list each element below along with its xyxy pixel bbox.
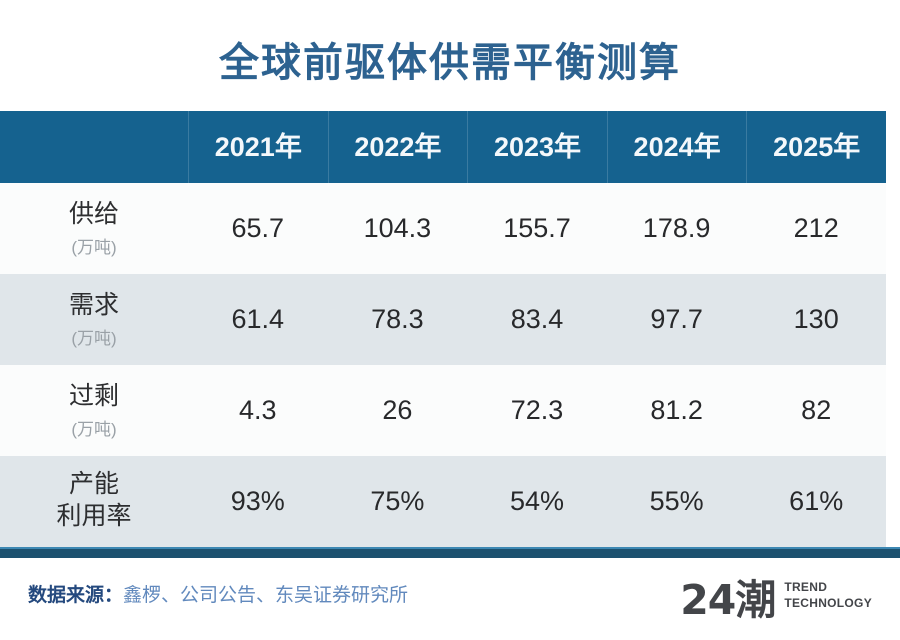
cell-supply-2021: 65.7: [231, 213, 285, 243]
cell-supply-2022: 104.3: [363, 213, 432, 243]
table-row-demand: 需求 (万吨) 61.4 78.3 83.4 97.7 130: [0, 274, 886, 365]
cell-demand-2024: 97.7: [650, 304, 703, 334]
cell-utilization-2024: 55%: [649, 486, 704, 516]
cell-utilization-2025: 61%: [789, 486, 844, 516]
row-label-text: 需求: [68, 291, 119, 320]
row-label-text-line2: 利用率: [56, 501, 132, 530]
cell-supply-2025: 212: [793, 213, 839, 243]
cell-surplus-2025: 82: [801, 395, 832, 425]
row-unit-text: (万吨): [71, 419, 117, 439]
table-row-supply: 供给 (万吨) 65.7 104.3 155.7 178.9 212: [0, 183, 886, 274]
logo-subtitle: TREND TECHNOLOGY: [784, 580, 872, 611]
row-label-text: 产能: [68, 470, 119, 499]
table-row-utilization: 产能 利用率 93% 75% 54% 55% 61%: [0, 456, 886, 547]
cell-utilization-2021: 93%: [230, 486, 285, 516]
cell-surplus-2023: 72.3: [510, 395, 564, 425]
brand-logo: 24潮 TREND TECHNOLOGY: [680, 566, 872, 626]
row-label-surplus: 过剩 (万吨): [0, 381, 188, 439]
row-label-utilization: 产能 利用率: [0, 469, 188, 534]
bottom-accent-bar: [0, 547, 900, 558]
cell-surplus-2021: 4.3: [239, 395, 277, 425]
header-year-2024: 2024年: [606, 111, 747, 183]
data-source-label: 数据来源：: [28, 585, 124, 606]
row-label-supply: 供给 (万吨): [0, 199, 188, 257]
cell-supply-2024: 178.9: [642, 213, 711, 243]
row-label-text: 供给: [68, 200, 119, 229]
cell-supply-2023: 155.7: [503, 213, 571, 243]
cell-surplus-2024: 81.2: [650, 395, 703, 425]
table-row-surplus: 过剩 (万吨) 4.3 26 72.3 81.2 82: [0, 365, 886, 456]
cell-demand-2022: 78.3: [371, 304, 424, 334]
cell-utilization-2023: 54%: [509, 486, 565, 516]
page-title: 全球前驱体供需平衡测算: [219, 41, 681, 85]
row-unit-text: (万吨): [71, 328, 117, 348]
row-label-text: 过剩: [68, 382, 119, 411]
data-source-text: 鑫椤、公司公告、东吴证券研究所: [123, 585, 409, 606]
header-year-2022: 2022年: [327, 111, 468, 183]
header-year-2025: 2025年: [746, 111, 886, 183]
cell-surplus-2022: 26: [382, 395, 413, 425]
header-empty-cell: [0, 111, 188, 183]
table-header-row: 2021年 2022年 2023年 2024年 2025年: [0, 111, 886, 183]
cell-demand-2021: 61.4: [231, 304, 285, 334]
logo-24chao: 24潮: [680, 576, 776, 624]
supply-demand-table: 2021年 2022年 2023年 2024年 2025年 供给 (万吨) 65…: [0, 111, 886, 547]
row-unit-text: (万吨): [71, 237, 117, 257]
header-year-2023: 2023年: [467, 111, 607, 183]
data-source: 数据来源：鑫椤、公司公告、东吴证券研究所: [28, 580, 408, 607]
logo-subtitle-line1: TREND: [784, 580, 828, 595]
cell-demand-2023: 83.4: [510, 304, 564, 334]
header-year-2021: 2021年: [188, 111, 328, 183]
cell-demand-2025: 130: [793, 304, 839, 334]
row-label-demand: 需求 (万吨): [0, 290, 188, 348]
logo-subtitle-line2: TECHNOLOGY: [784, 596, 872, 610]
cell-utilization-2022: 75%: [370, 486, 425, 516]
